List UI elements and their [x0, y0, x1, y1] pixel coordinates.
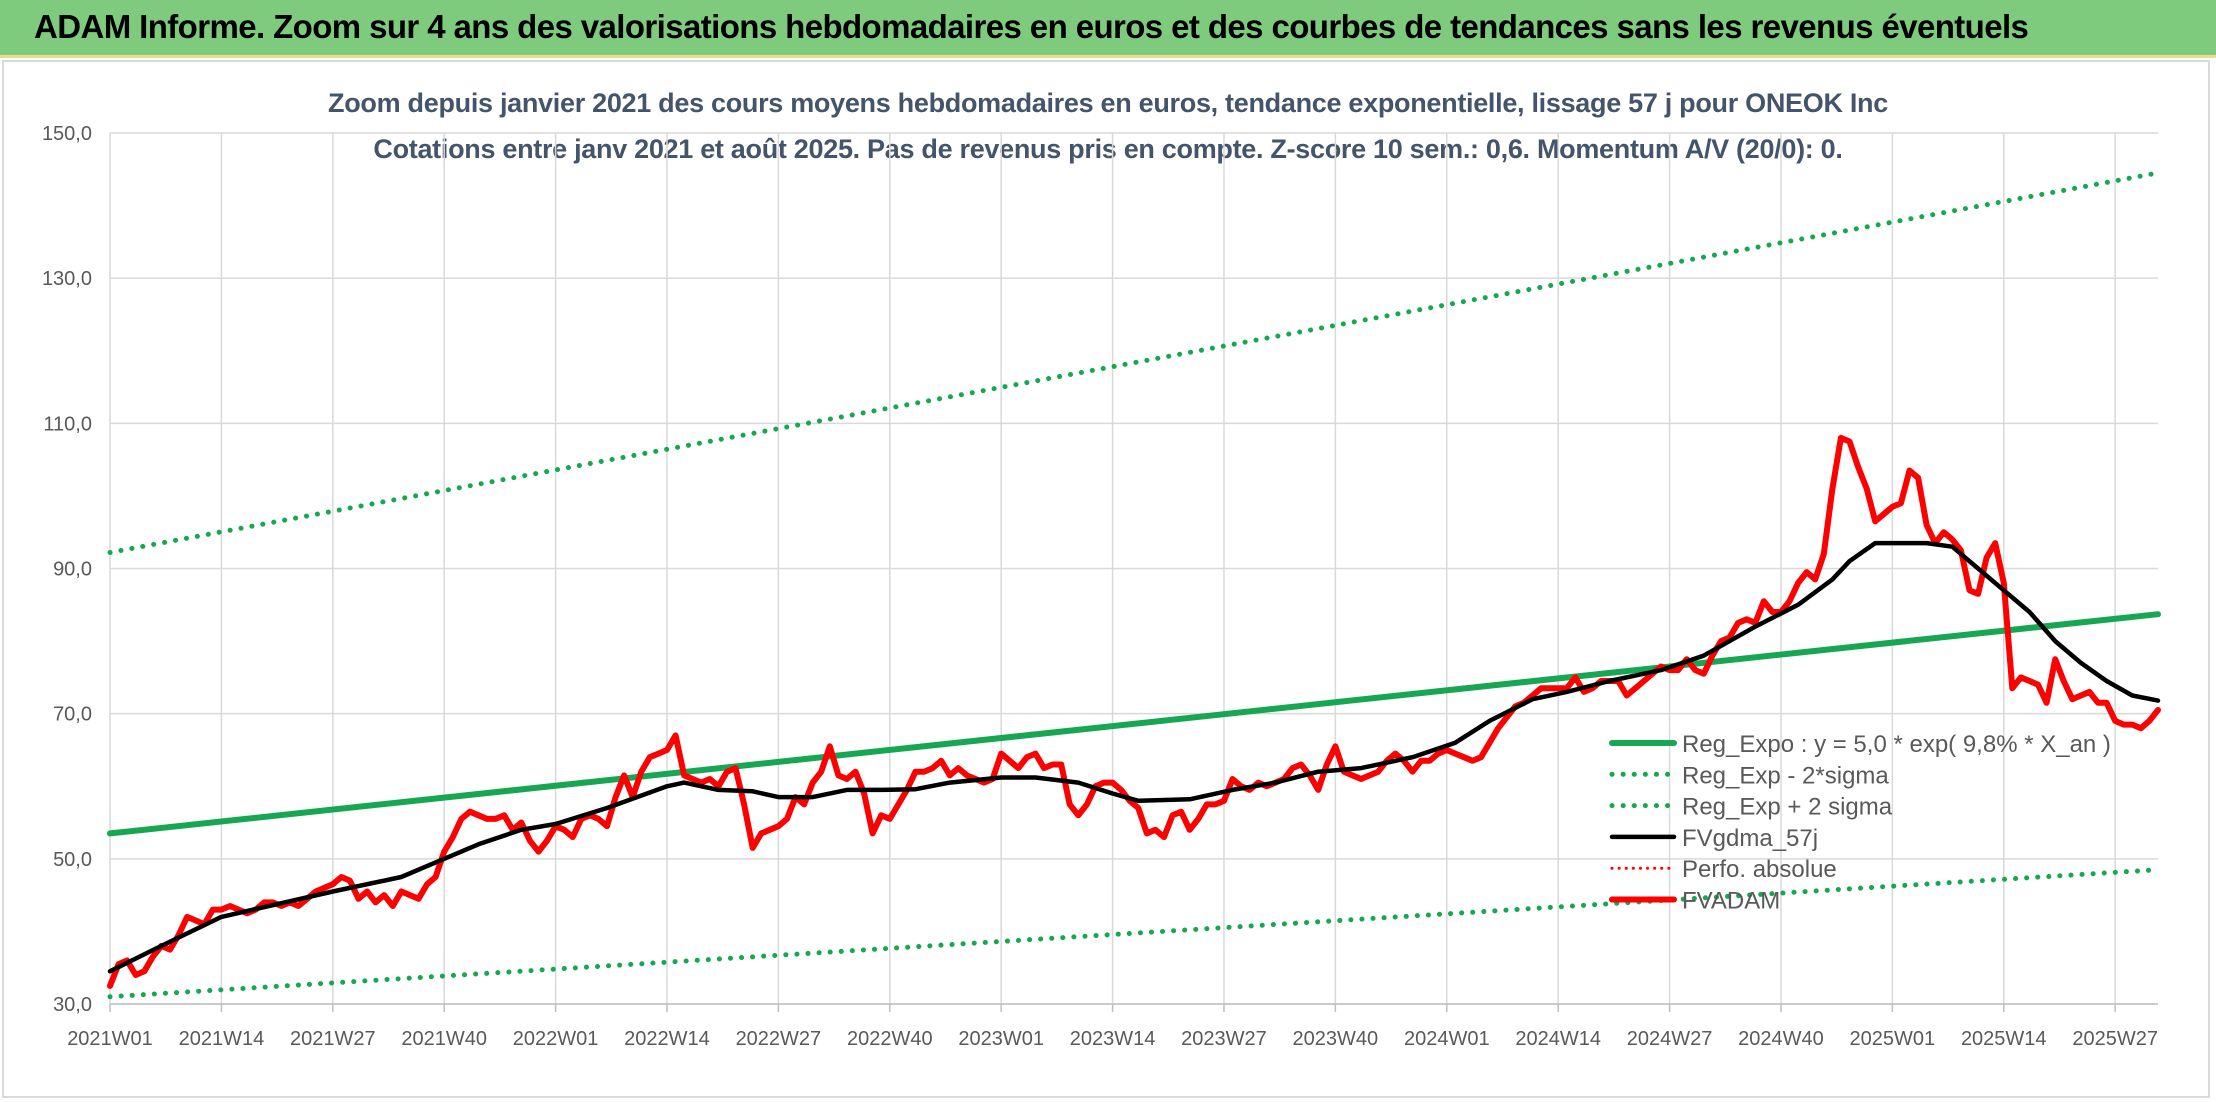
legend-label: FVADAM: [1682, 888, 1780, 915]
x-tick-label: 2022W14: [624, 1028, 710, 1050]
y-tick-label: 110,0: [43, 413, 92, 435]
chart-subtitle: Cotations entre janv 2021 et août 2025. …: [373, 134, 1843, 164]
y-tick-label: 150,0: [42, 123, 92, 145]
report-banner: ADAM Informe. Zoom sur 4 ans des valoris…: [0, 0, 2216, 58]
legend-label: FVgdma_57j: [1682, 825, 1818, 852]
x-tick-label: 2025W27: [2072, 1028, 2158, 1050]
reg-exp-plus-2sigma-line: [107, 170, 2161, 555]
x-tick-label: 2022W40: [847, 1028, 933, 1050]
x-tick-label: 2025W14: [1961, 1028, 2047, 1050]
y-tick-label: 50,0: [53, 849, 92, 871]
x-tick-label: 2022W27: [736, 1028, 822, 1050]
x-tick-label: 2024W01: [1404, 1028, 1490, 1050]
y-tick-label: 90,0: [53, 559, 92, 581]
chart-frame: [2, 60, 2210, 1098]
legend-label: Reg_Exp - 2*sigma: [1682, 762, 1889, 789]
x-tick-label: 2024W40: [1738, 1028, 1824, 1050]
chart-title: Zoom depuis janvier 2021 des cours moyen…: [328, 88, 1888, 118]
x-tick-label: 2021W27: [290, 1028, 376, 1050]
legend-label: Perfo. absolue: [1682, 856, 1837, 883]
fvgdma-57j-line: [107, 540, 2161, 974]
x-tick-label: 2021W40: [401, 1028, 487, 1050]
legend-label: Reg_Exp + 2 sigma: [1682, 794, 1893, 821]
y-tick-label: 130,0: [42, 268, 92, 290]
report-title: ADAM Informe. Zoom sur 4 ans des valoris…: [34, 8, 2029, 45]
y-tick-label: 30,0: [53, 994, 92, 1016]
x-tick-label: 2023W40: [1293, 1028, 1379, 1050]
x-tick-label: 2023W27: [1181, 1028, 1267, 1050]
reg-expo-line: [107, 611, 2161, 837]
x-tick-label: 2021W14: [179, 1028, 265, 1050]
x-tick-label: 2022W01: [513, 1028, 599, 1050]
x-tick-label: 2024W27: [1627, 1028, 1713, 1050]
x-tick-label: 2023W01: [958, 1028, 1044, 1050]
x-tick-label: 2025W01: [1850, 1028, 1936, 1050]
reg-exp-minus-2sigma-line: [107, 867, 2161, 1000]
legend-label: Reg_Expo : y = 5,0 * exp( 9,8% * X_an ): [1682, 731, 2111, 758]
x-tick-label: 2023W14: [1070, 1028, 1156, 1050]
x-tick-label: 2024W14: [1515, 1028, 1601, 1050]
x-tick-label: 2021W01: [67, 1028, 153, 1050]
y-tick-label: 70,0: [53, 704, 92, 726]
fvadam-line: [107, 434, 2161, 989]
